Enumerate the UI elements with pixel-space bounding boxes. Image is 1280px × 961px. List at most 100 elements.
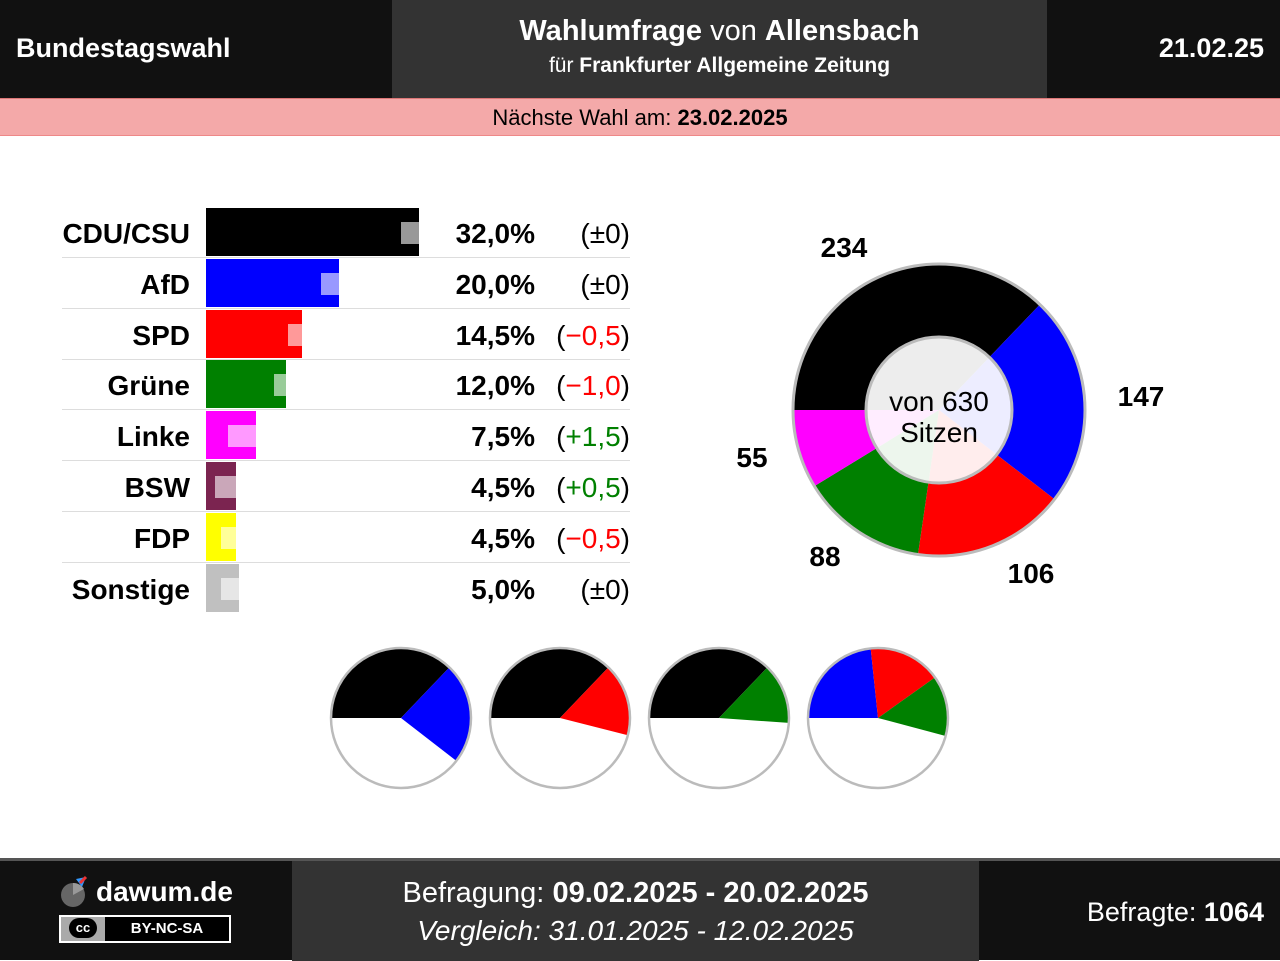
seat-count-label: 88 (809, 541, 840, 572)
donut-center (864, 335, 1014, 485)
coalition-pie-background (808, 648, 948, 788)
donut-center-text: Sitzen (900, 417, 978, 448)
bar (206, 258, 339, 307)
value-label: 4,5% (471, 472, 535, 503)
party-label: Grüne (107, 370, 190, 402)
coalition-pie (488, 646, 632, 790)
next-election-banner: Nächste Wahl am: 23.02.2025 (0, 98, 1280, 136)
row-divider (62, 307, 630, 309)
value-label: 12,0% (455, 370, 535, 402)
change-label: (+0,5) (556, 472, 630, 503)
next-election-label: Nächste Wahl am: (492, 105, 672, 130)
coalition-pie (806, 646, 950, 790)
coalition-slice (719, 667, 789, 723)
survey-dates: 09.02.2025 - 20.02.2025 (552, 877, 869, 909)
donut-slice (814, 410, 939, 555)
respondents-count: 1064 (1203, 897, 1264, 927)
value-label: 4,5% (471, 522, 535, 554)
coalition-pie-outline (806, 646, 950, 790)
seat-count-label: 106 (1008, 558, 1055, 589)
value-label: 14,5% (455, 319, 535, 351)
change-label: (±0) (580, 268, 630, 300)
bar-row: BSW 4,5% (+0,5) (62, 462, 630, 512)
bar-row: SPD 14,5% (−0,5) (62, 309, 630, 360)
donut-center-text: von 630 (889, 386, 989, 417)
site-name[interactable]: dawum.de (96, 876, 233, 907)
value-label: 32,0% (455, 218, 535, 249)
license-badge[interactable]: cc BY-NC-SA (59, 915, 231, 943)
value-label: 5,0% (471, 573, 535, 605)
change-label: (−1,0) (556, 370, 630, 402)
coalition-slice (490, 648, 609, 718)
donut-slice (917, 410, 1055, 556)
row-divider (62, 511, 630, 512)
change-label: (±0) (580, 218, 630, 249)
client-name: Frankfurter Allgemeine Zeitung (579, 54, 891, 77)
party-label: Linke (116, 421, 190, 453)
previous-value-marker (221, 526, 258, 549)
coalition-pie (647, 646, 791, 790)
seat-count-label: 147 (1118, 381, 1165, 412)
seat-count-label: 55 (736, 442, 767, 473)
next-election-date: 23.02.2025 (677, 105, 788, 130)
dawum-logo-icon (61, 875, 88, 907)
comparison-period: Vergleich: 31.01.2025 - 12.02.2025 (292, 915, 979, 947)
donut-outline (791, 262, 1087, 558)
row-divider (62, 409, 630, 411)
value-label: 7,5% (471, 421, 535, 453)
change-label: (+1,5) (556, 421, 630, 453)
cc-icon: cc (69, 918, 97, 938)
previous-value-marker (321, 272, 357, 295)
survey-period-box: Befragung: 09.02.2025 - 20.02.2025 Vergl… (292, 861, 979, 961)
poll-title-connector: von (710, 15, 757, 47)
coalition-slice (870, 648, 936, 718)
coalition-pie-background (331, 648, 471, 788)
coalition-slice (331, 648, 450, 718)
poll-title-label: Wahlumfrage (519, 15, 702, 47)
coalition-pie (329, 646, 473, 790)
survey-period: Befragung: 09.02.2025 - 20.02.2025 (292, 877, 979, 910)
donut-slice (793, 263, 1040, 410)
coalition-pie-outline (647, 646, 791, 790)
coalition-pie-outline (488, 646, 632, 790)
bar-row: Sonstige 5,0% (±0) (62, 563, 630, 614)
pollster-name: Allensbach (764, 15, 920, 47)
comparison-label: Vergleich: (417, 915, 541, 946)
bar-row: FDP 4,5% (−0,5) (62, 512, 630, 563)
coalition-slice (649, 648, 768, 718)
previous-value-marker (274, 374, 311, 397)
poll-title-box: Wahlumfrage von Allensbach für Frankfurt… (392, 0, 1047, 98)
party-label: CDU/CSU (62, 218, 190, 249)
value-label: 20,0% (455, 268, 535, 300)
donut-slice (939, 304, 1085, 500)
row-divider (62, 257, 630, 258)
election-type: Bundestagswahl (16, 33, 231, 63)
poll-subtitle: für Frankfurter Allgemeine Zeitung (392, 54, 1047, 78)
footer-bar: dawum.de cc BY-NC-SA Befragung: 09.02.20… (0, 858, 1280, 961)
coalition-slice (878, 677, 949, 736)
row-divider (62, 460, 630, 462)
bar (206, 309, 303, 358)
previous-value-marker (221, 577, 258, 600)
previous-value-marker (214, 476, 251, 498)
previous-value-marker (287, 323, 324, 346)
client-prefix: für (548, 54, 574, 77)
donut-slice (792, 410, 939, 487)
coalition-pie-background (649, 648, 789, 788)
coalition-slice (808, 648, 878, 718)
survey-label: Befragung: (402, 877, 545, 909)
seat-count-label: 234 (821, 232, 868, 263)
party-label: FDP (134, 522, 190, 554)
comparison-dates: 31.01.2025 - 12.02.2025 (548, 915, 854, 946)
coalition-slice (560, 667, 630, 736)
party-label: BSW (124, 472, 190, 503)
row-divider (62, 358, 630, 360)
respondents: Befragte: 1064 (1087, 897, 1264, 928)
change-label: (−0,5) (556, 319, 630, 351)
row-divider (62, 561, 630, 563)
poll-title: Wahlumfrage von Allensbach (392, 15, 1047, 48)
bar-row: CDU/CSU 32,0% (±0) (62, 208, 630, 258)
respondents-label: Befragte: (1086, 897, 1197, 927)
bar-row: Grüne 12,0% (−1,0) (62, 360, 630, 411)
poll-date: 21.02.25 (1158, 33, 1264, 63)
